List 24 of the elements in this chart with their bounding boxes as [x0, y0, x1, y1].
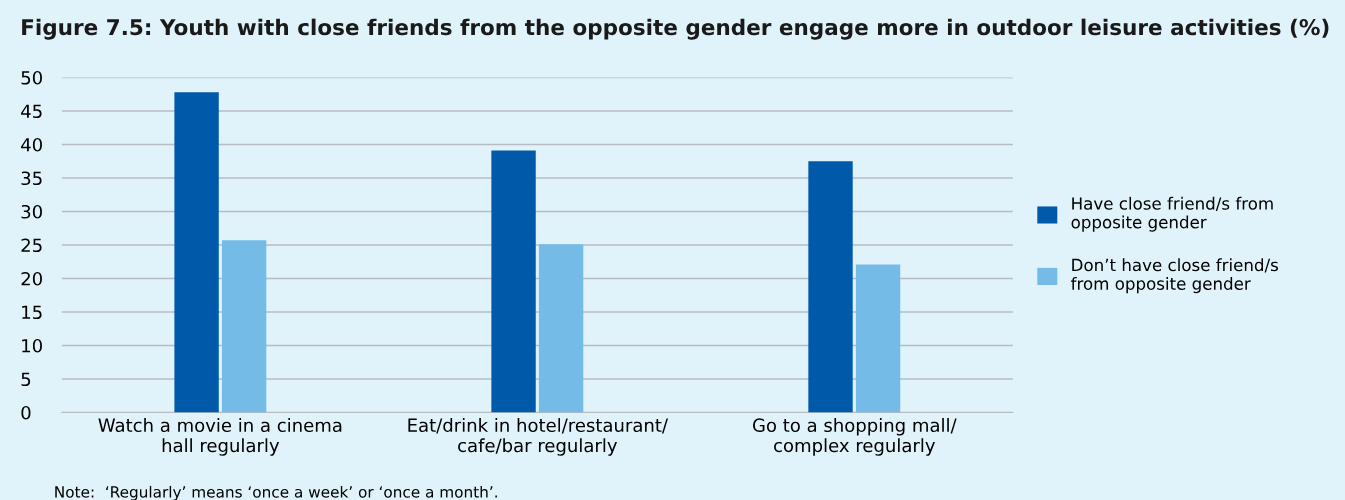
bar: [538, 244, 584, 413]
y-tick-label: 20: [21, 271, 42, 286]
y-tick-label: 0: [21, 405, 31, 420]
bar: [174, 92, 219, 413]
x-tick-label: Watch a movie in a cinema hall regularly: [98, 418, 342, 456]
bar: [221, 240, 267, 413]
y-tick-label: 50: [21, 70, 42, 85]
y-tick-label: 40: [21, 137, 42, 152]
text: Note: ‘Regularly’ means ‘once a week’ or ‘once a month’.: [55, 485, 497, 500]
bar: [855, 264, 901, 413]
y-tick-label: 10: [22, 338, 42, 353]
bar: [491, 150, 536, 413]
bar: [808, 161, 853, 413]
legend-label: Have close friend/s from opposite gender: [1071, 196, 1273, 232]
y-tick-label: 35: [21, 171, 42, 186]
x-tick-label: Eat/drink in hotel/restaurant/ cafe/bar regularly: [408, 418, 669, 456]
chart-title: Figure 7.5: Youth with close friends from the opposite gender engage more in outdoor leisure activities (%): [22, 18, 1329, 40]
x-tick-label: Go to a shopping mall/ complex regularly: [752, 418, 957, 456]
y-tick-label: 45: [21, 104, 42, 119]
y-tick-label: 30: [21, 204, 42, 219]
legend-label: Don’t have close friend/s from opposite gender: [1071, 258, 1278, 294]
y-tick-label: 25: [21, 238, 42, 253]
y-tick-label: 5: [21, 372, 31, 387]
y-tick-label: 15: [22, 305, 42, 320]
